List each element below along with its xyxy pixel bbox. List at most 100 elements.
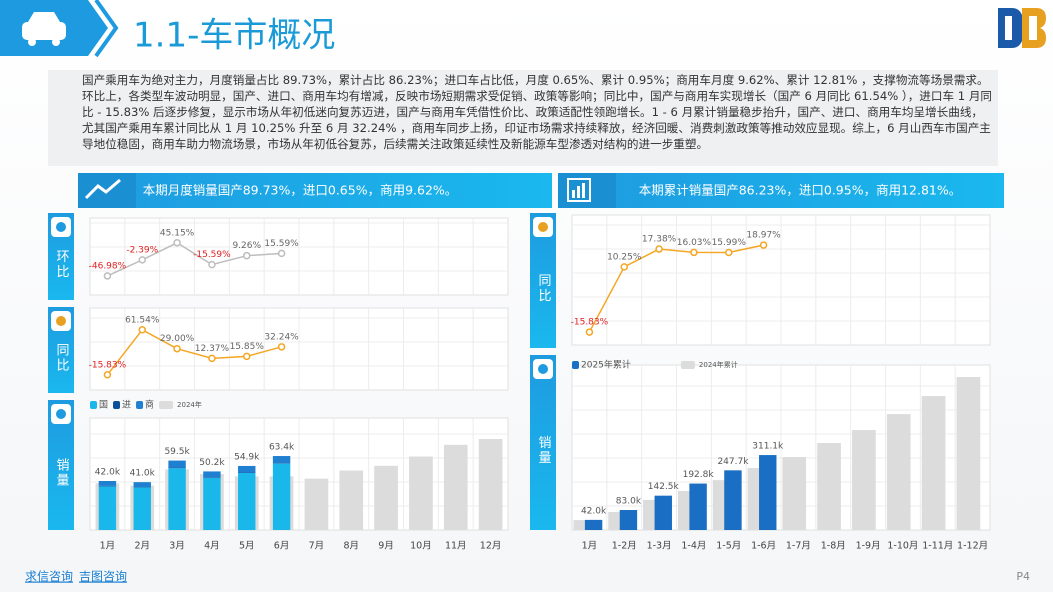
data-label: 311.1k <box>752 442 784 452</box>
bar-prior <box>782 457 807 530</box>
bar-prior <box>817 443 841 530</box>
x-tick-label: 1月 <box>100 541 116 552</box>
x-tick-label: 1月 <box>582 541 598 552</box>
point <box>208 354 216 363</box>
logo <box>998 8 1046 48</box>
x-tick-label: 8月 <box>343 541 359 552</box>
data-label: 83.0k <box>616 497 642 507</box>
point <box>208 260 216 269</box>
bar <box>654 495 672 530</box>
legend-label: 进 <box>122 400 131 411</box>
legend-swatch <box>113 401 121 409</box>
x-tick-label: 9月 <box>378 541 394 552</box>
legend-swatch <box>572 361 579 369</box>
side-label: 同比 <box>54 343 69 373</box>
x-tick-label: 11月 <box>445 541 467 552</box>
bar-prior <box>374 465 398 530</box>
x-tick-label: 6月 <box>274 541 290 552</box>
summary: 国产乘用车为绝对主力，月度销量占比 89.73%，累计占比 86.23%；进口车… <box>48 70 998 166</box>
point <box>725 248 733 257</box>
data-label: 16.03% <box>677 238 712 248</box>
bar-prior <box>304 478 329 530</box>
banner-text: 本期累计销量国产86.23%，进口0.95%，商用12.81%。 <box>639 183 962 198</box>
data-label: 61.54% <box>125 315 160 325</box>
x-tick-label: 1-6月 <box>751 541 776 552</box>
data-label: 29.00% <box>160 334 195 344</box>
data-label: 9.26% <box>232 241 261 251</box>
legend-label: 商 <box>145 399 154 411</box>
x-tick-label: 2月 <box>134 541 150 552</box>
bar <box>133 487 151 530</box>
point <box>277 343 286 351</box>
x-tick-label: 5月 <box>239 541 255 552</box>
legend-swatch <box>159 401 174 409</box>
line <box>588 244 764 333</box>
x-tick-label: 1-4月 <box>681 541 706 552</box>
data-label: -15.83% <box>571 318 609 328</box>
data-label: 63.4k <box>269 443 295 453</box>
bar-prior <box>956 377 981 530</box>
side-icon-dot <box>538 222 548 232</box>
x-tick-label: 1-5月 <box>716 541 741 552</box>
x-tick-label: 4月 <box>204 541 220 552</box>
x-tick-label: 1-7月 <box>786 541 811 552</box>
bar <box>168 460 186 468</box>
bar <box>98 486 117 530</box>
footer-brand: 吉图咨询 <box>79 569 127 584</box>
side-icon-dot <box>56 316 66 326</box>
bar-prior <box>886 414 911 530</box>
data-label: 50.2k <box>199 458 225 468</box>
data-label: 45.15% <box>160 228 195 238</box>
point <box>690 248 698 257</box>
bar-prior <box>409 456 433 530</box>
banner <box>78 173 552 208</box>
x-tick-label: 10月 <box>410 541 432 552</box>
bar <box>203 471 221 478</box>
banner-icon <box>567 178 591 202</box>
data-label: 10.25% <box>607 252 642 262</box>
side-label-bg <box>530 355 556 530</box>
data-label: 18.97% <box>746 231 781 241</box>
car-icon <box>22 12 66 46</box>
data-label: 15.59% <box>264 239 299 249</box>
point <box>277 249 286 258</box>
point <box>138 326 146 334</box>
data-label: -2.39% <box>126 245 158 255</box>
data-label: 247.7k <box>717 457 749 467</box>
point <box>243 251 251 260</box>
x-tick-label: 1-8月 <box>821 541 846 552</box>
data-label: 42.0k <box>95 468 121 478</box>
bar-prior <box>852 430 876 530</box>
side-icon-dot <box>56 409 66 419</box>
point <box>759 241 768 249</box>
bar <box>203 477 221 530</box>
side-label: 销量 <box>536 436 552 466</box>
data-label: 12.37% <box>195 344 230 354</box>
side-icon-dot <box>56 222 66 232</box>
point <box>173 239 181 247</box>
bar <box>272 463 291 530</box>
data-label: 41.0k <box>130 469 156 479</box>
bar <box>168 467 186 469</box>
title: 1.1-车市概况 <box>133 16 335 56</box>
x-tick-label: 3月 <box>169 541 185 552</box>
point <box>173 344 181 353</box>
x-tick-label: 1-2月 <box>612 541 637 552</box>
bar <box>724 470 742 530</box>
data-label: 15.99% <box>712 238 747 248</box>
side-icon-dot <box>538 364 548 374</box>
line <box>106 328 282 376</box>
x-tick-label: 1-3月 <box>647 541 672 552</box>
line <box>107 241 282 277</box>
page-number: P4 <box>1016 570 1030 583</box>
x-tick-label: 7月 <box>309 541 325 552</box>
data-label: 59.5k <box>164 447 190 457</box>
bar <box>759 455 777 530</box>
bar <box>238 472 256 530</box>
legend-swatch <box>680 361 695 369</box>
point <box>103 272 112 280</box>
legend-label: 2024年累计 <box>699 360 738 369</box>
x-tick-label: 1-12月 <box>957 541 988 552</box>
x-tick-label: 1-9月 <box>856 541 881 552</box>
